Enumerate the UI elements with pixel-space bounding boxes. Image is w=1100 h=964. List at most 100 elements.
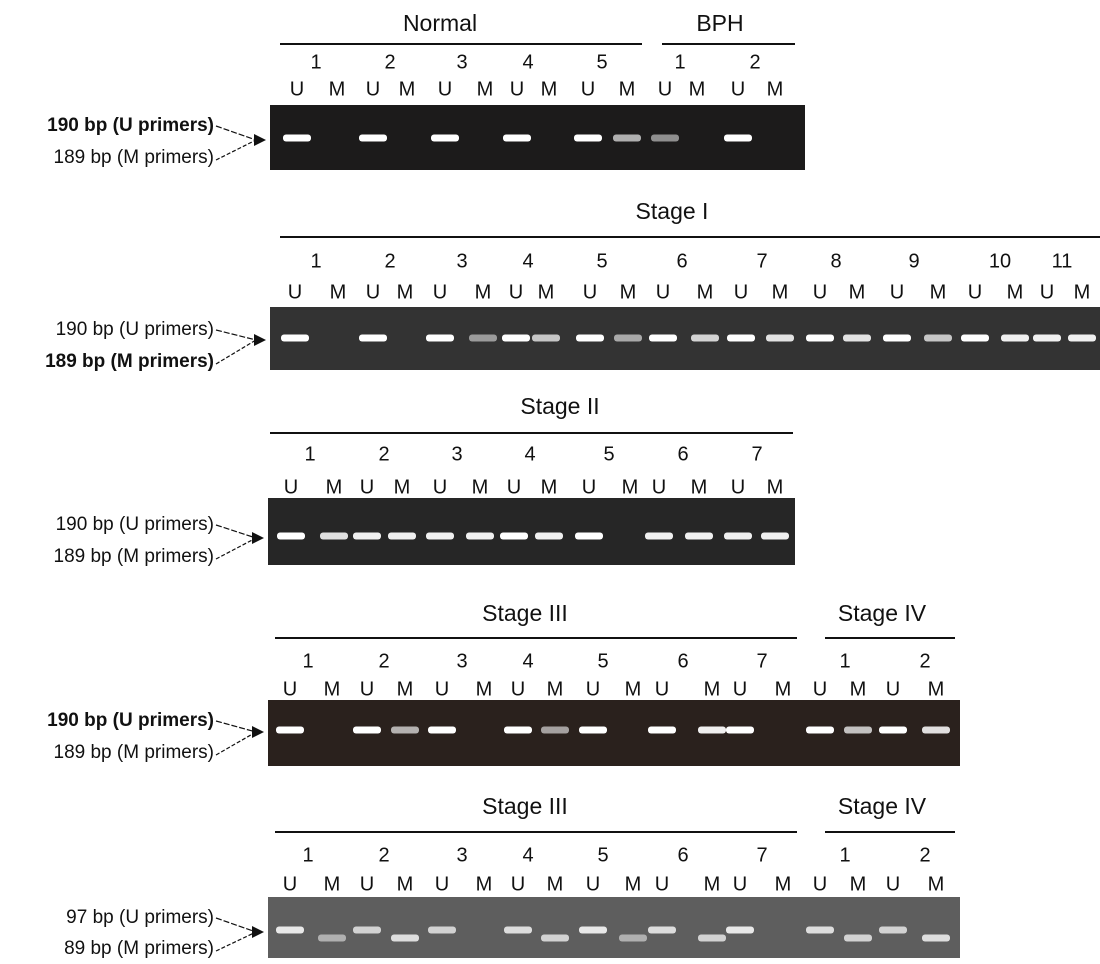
gel-band xyxy=(922,727,950,734)
gel-band xyxy=(651,135,679,142)
gel-band xyxy=(844,935,872,942)
gel-band xyxy=(648,727,676,734)
sample-number: 5 xyxy=(596,51,607,73)
sample-number: 1 xyxy=(310,250,321,272)
lane-label: U xyxy=(733,678,747,700)
band-pointer xyxy=(216,126,256,140)
lane-label: M xyxy=(767,78,784,100)
lane-label: U xyxy=(731,476,745,498)
sample-number: 3 xyxy=(456,250,467,272)
gel-band xyxy=(879,927,907,934)
lane-label: U xyxy=(731,78,745,100)
gel-band xyxy=(806,727,834,734)
sample-number: 2 xyxy=(384,51,395,73)
group-title: Stage IV xyxy=(838,600,927,626)
band-label: 190 bp (U primers) xyxy=(47,710,214,731)
sample-number: 11 xyxy=(1052,250,1073,272)
sample-number: 2 xyxy=(919,844,930,866)
gel-band xyxy=(691,335,719,342)
sample-number: 1 xyxy=(839,650,850,672)
lane-label: M xyxy=(704,873,721,895)
band-label: 189 bp (M primers) xyxy=(54,546,215,567)
gel xyxy=(268,498,795,565)
lane-label: U xyxy=(509,281,523,303)
band-pointer xyxy=(216,330,256,340)
lane-label: M xyxy=(547,873,564,895)
sample-number: 1 xyxy=(302,650,313,672)
group-title: Stage IV xyxy=(838,793,927,819)
band-pointer xyxy=(216,721,256,732)
lane-label: U xyxy=(890,281,904,303)
gel-band xyxy=(320,533,348,540)
band-label: 190 bp (U primers) xyxy=(56,514,214,535)
gel-band xyxy=(469,335,497,342)
lane-label: M xyxy=(849,281,866,303)
gel-band xyxy=(353,927,381,934)
gel-band xyxy=(503,135,531,142)
gel-band xyxy=(276,727,304,734)
lane-label: U xyxy=(507,476,521,498)
gel-band xyxy=(359,335,387,342)
lane-label: M xyxy=(394,476,411,498)
band-pointer xyxy=(216,918,256,932)
lane-label: U xyxy=(290,78,304,100)
lane-label: U xyxy=(366,281,380,303)
gel-band xyxy=(428,927,456,934)
lane-label: M xyxy=(691,476,708,498)
sample-number: 4 xyxy=(522,844,533,866)
gel-band xyxy=(685,533,713,540)
lane-label: U xyxy=(433,281,447,303)
lane-label: U xyxy=(968,281,982,303)
sample-number: 3 xyxy=(451,443,462,465)
gel-band xyxy=(281,335,309,342)
lane-label: U xyxy=(1040,281,1054,303)
lane-label: U xyxy=(586,678,600,700)
gel-band xyxy=(844,727,872,734)
lane-label: M xyxy=(472,476,489,498)
group-title: Stage III xyxy=(482,600,568,626)
lane-label: M xyxy=(850,678,867,700)
group-title: BPH xyxy=(696,10,743,36)
lane-label: M xyxy=(476,873,493,895)
lane-label: M xyxy=(477,78,494,100)
gel-band xyxy=(806,335,834,342)
lane-label: U xyxy=(360,873,374,895)
lane-label: U xyxy=(733,873,747,895)
sample-number: 3 xyxy=(456,650,467,672)
lane-label: U xyxy=(583,281,597,303)
band-pointer xyxy=(216,932,256,951)
band-label: 189 bp (M primers) xyxy=(45,351,214,372)
lane-label: M xyxy=(850,873,867,895)
sample-number: 2 xyxy=(919,650,930,672)
sample-number: 4 xyxy=(522,250,533,272)
gel-band xyxy=(504,927,532,934)
gel-band xyxy=(502,335,530,342)
band-label: 190 bp (U primers) xyxy=(56,319,214,340)
arrowhead xyxy=(254,334,266,346)
sample-number: 4 xyxy=(522,51,533,73)
lane-label: M xyxy=(689,78,706,100)
sample-number: 1 xyxy=(302,844,313,866)
lane-label: M xyxy=(767,476,784,498)
gel-band xyxy=(1001,335,1029,342)
lane-label: M xyxy=(625,873,642,895)
gel-band xyxy=(843,335,871,342)
gel-band xyxy=(541,727,569,734)
gel-band xyxy=(649,335,677,342)
lane-label: M xyxy=(704,678,721,700)
band-label: 189 bp (M primers) xyxy=(54,147,215,168)
gel-band xyxy=(277,533,305,540)
group-title: Stage II xyxy=(520,393,599,419)
gel-band xyxy=(579,727,607,734)
gel-band xyxy=(613,135,641,142)
gel-band xyxy=(727,335,755,342)
lane-label: U xyxy=(813,281,827,303)
lane-label: U xyxy=(652,476,666,498)
gel-band xyxy=(698,727,726,734)
lane-label: M xyxy=(324,678,341,700)
lane-label: U xyxy=(438,78,452,100)
gel-band xyxy=(806,927,834,934)
gel-band xyxy=(614,335,642,342)
